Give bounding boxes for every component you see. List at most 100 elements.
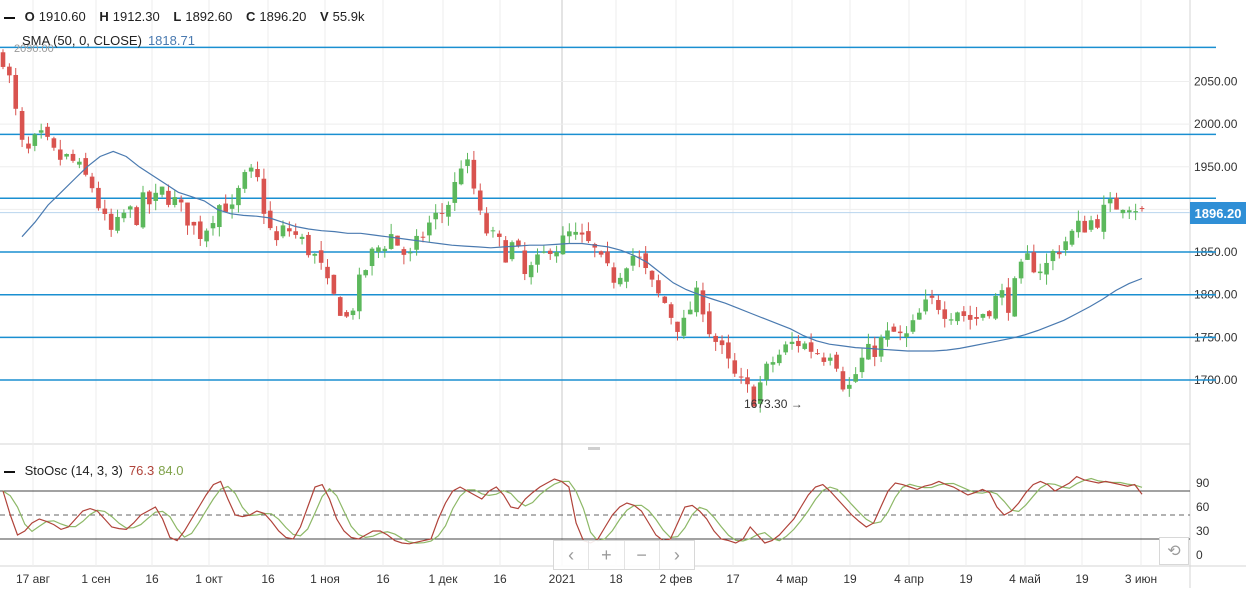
x-tick-label: 17 — [726, 572, 740, 586]
x-tick-label: 1 ноя — [310, 572, 340, 586]
close-value: 1896.20 — [259, 9, 307, 24]
candle-body — [942, 309, 948, 319]
candle-body — [108, 213, 114, 230]
pane-resize-handle — [588, 447, 600, 450]
candle-body — [369, 248, 375, 267]
y-tick-label: 2050.00 — [1194, 74, 1238, 88]
reset-chart-button[interactable]: ⟲ — [1159, 537, 1189, 565]
osc-y-tick-label: 90 — [1196, 476, 1210, 490]
candle-body — [0, 52, 6, 67]
stoch-label: StoOsc (14, 3, 3) — [24, 463, 123, 478]
candle-body — [19, 110, 25, 140]
candle-body — [681, 317, 687, 336]
candle-body — [846, 384, 852, 389]
candle-body — [656, 280, 661, 294]
candle-body — [172, 197, 178, 205]
candle-body — [255, 169, 260, 178]
open-label: O — [24, 9, 35, 24]
candle-body — [808, 342, 814, 352]
candle-body — [757, 382, 763, 404]
candle-body — [70, 153, 76, 161]
candle-body — [1069, 230, 1075, 245]
candle-body — [993, 295, 998, 319]
candle-body — [1114, 197, 1119, 210]
candle-body — [458, 168, 464, 185]
candle-body — [554, 252, 559, 257]
stoch-d-value: 84.0 — [158, 463, 184, 478]
x-tick-label: 4 мар — [776, 572, 808, 586]
candle-body — [77, 161, 82, 165]
candle-body — [796, 340, 801, 347]
candle-body — [1107, 199, 1113, 204]
candle-body — [153, 192, 159, 201]
candle-body — [38, 130, 44, 133]
candle-body — [420, 236, 426, 238]
candle-body — [586, 231, 591, 242]
candle-body — [306, 234, 311, 256]
candle-body — [147, 191, 152, 205]
candle-body — [1050, 250, 1056, 262]
candle-body — [955, 312, 960, 322]
scroll-forward-button[interactable]: › — [673, 544, 680, 565]
candle-body — [649, 270, 655, 280]
candle-body — [547, 250, 553, 254]
candle-body — [64, 154, 69, 157]
candle-body — [783, 344, 788, 353]
candle-body — [853, 374, 858, 382]
x-tick-label: 19 — [959, 572, 973, 586]
candle-body — [910, 320, 916, 332]
candle-body — [522, 250, 528, 275]
close-label: C — [245, 9, 256, 24]
candle-body — [999, 290, 1005, 298]
x-tick-label: 16 — [493, 572, 507, 586]
candle-body — [318, 250, 324, 263]
osc-y-tick-label: 0 — [1196, 548, 1203, 562]
candle-body — [204, 230, 209, 242]
candle-body — [115, 216, 120, 231]
candle-body — [223, 203, 229, 212]
sma-legend[interactable]: SMA (50, 0, CLOSE) 1818.71 — [22, 33, 195, 48]
candle-body — [885, 330, 890, 340]
candle-body — [840, 371, 846, 390]
candle-body — [312, 253, 318, 256]
candle-body — [261, 178, 267, 214]
candle-body — [134, 207, 139, 226]
sma-label: SMA (50, 0, CLOSE) — [22, 33, 142, 48]
stoch-legend[interactable]: StoOsc (14, 3, 3) 76.3 84.0 — [4, 463, 184, 478]
candle-body — [210, 223, 216, 229]
candles-group — [0, 49, 1145, 413]
candle-body — [45, 126, 50, 137]
candle-body — [509, 242, 515, 260]
zoom-in-button[interactable]: + — [589, 541, 625, 569]
candle-body — [503, 240, 508, 263]
candle-body — [439, 212, 445, 214]
high-label: H — [99, 9, 109, 24]
stoch-k-value: 76.3 — [128, 463, 155, 478]
candle-body — [560, 235, 566, 255]
candle-body — [1006, 287, 1011, 313]
osc-y-tick-label: 60 — [1196, 500, 1210, 514]
scroll-back-button[interactable]: ‹ — [554, 541, 590, 569]
volume-value: 55.9k — [332, 9, 365, 24]
min-price-annotation: 1673.30 → — [744, 397, 803, 411]
sma-value: 1818.71 — [147, 33, 195, 48]
candle-body — [1025, 253, 1030, 260]
candle-body — [1012, 278, 1018, 317]
candle-body — [732, 360, 738, 374]
candle-body — [280, 225, 286, 237]
open-value: 1910.60 — [38, 9, 86, 24]
candle-body — [1139, 208, 1145, 210]
candle-body — [668, 304, 674, 318]
chart-navigation-bar: ‹ + − › — [553, 540, 695, 570]
candle-body — [1101, 204, 1107, 232]
stoch-k-line — [2, 475, 1143, 545]
candle-body — [490, 230, 496, 232]
candle-body — [191, 221, 197, 226]
x-tick-label: 16 — [145, 572, 159, 586]
candle-body — [1095, 219, 1100, 228]
candle-body — [1037, 271, 1043, 274]
candle-body — [331, 274, 337, 294]
candle-body — [573, 231, 578, 235]
zoom-out-button[interactable]: − — [625, 541, 660, 569]
